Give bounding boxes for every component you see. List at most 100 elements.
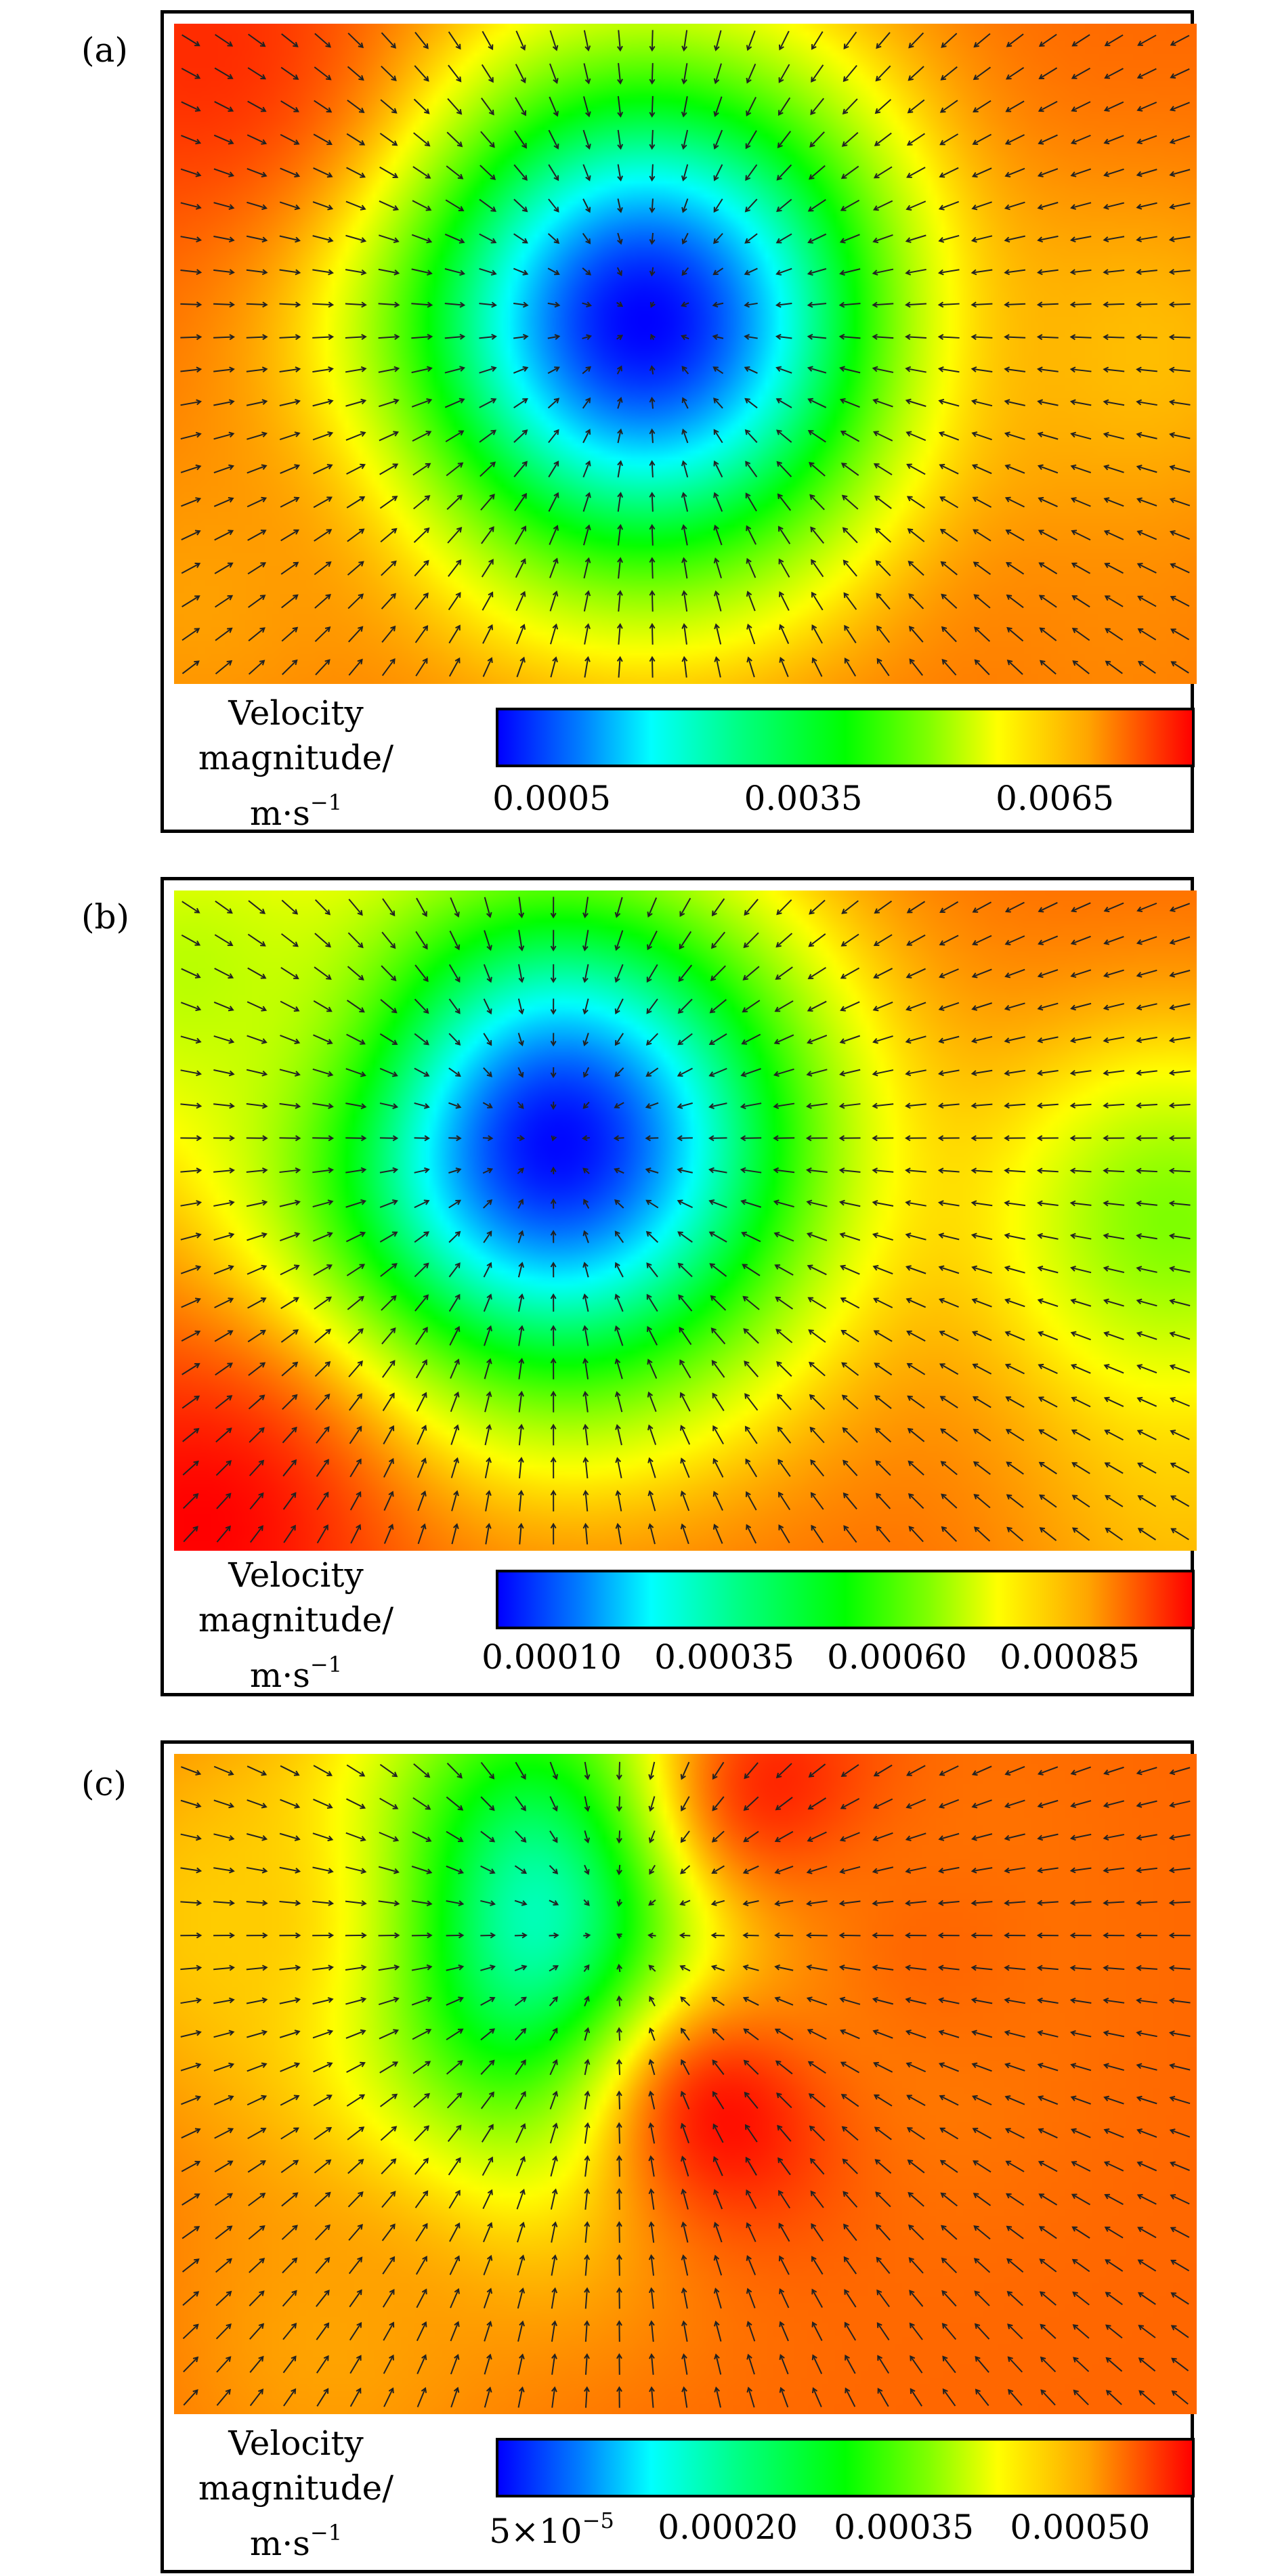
velocity-arrow — [280, 1000, 299, 1012]
velocity-arrow-head — [293, 496, 300, 502]
velocity-arrow-head — [326, 464, 333, 470]
velocity-arrow-head — [875, 560, 881, 566]
velocity-arrow — [349, 2322, 362, 2341]
velocity-arrow — [1040, 2258, 1057, 2273]
velocity-arrow-head — [1071, 1396, 1078, 1402]
velocity-arrow — [843, 560, 857, 577]
velocity-arrow-head — [645, 1102, 652, 1109]
velocity-arrow-head — [807, 2061, 814, 2067]
velocity-arrow — [907, 167, 926, 178]
velocity-arrow — [517, 2255, 524, 2276]
velocity-arrow-head — [1069, 301, 1076, 308]
velocity-arrow-head — [357, 909, 363, 916]
velocity-arrow — [972, 1103, 993, 1107]
velocity-arrow-head — [423, 625, 429, 631]
velocity-arrow — [448, 2190, 461, 2209]
velocity-arrow — [840, 1233, 861, 1241]
velocity-arrow — [875, 2191, 891, 2208]
velocity-arrow-head — [261, 204, 268, 211]
velocity-arrow-head — [261, 2030, 268, 2036]
velocity-arrow — [712, 1899, 725, 1905]
velocity-arrow-head — [876, 1525, 882, 1532]
velocity-arrow-head — [970, 301, 977, 308]
velocity-arrow-head — [389, 910, 396, 917]
velocity-arrow — [939, 1799, 960, 1808]
velocity-arrow-head — [229, 1167, 235, 1174]
velocity-arrow-head — [1105, 660, 1111, 666]
velocity-arrow — [280, 167, 299, 177]
velocity-arrow-head — [742, 1900, 749, 1906]
velocity-arrow — [247, 1035, 267, 1044]
velocity-arrow-head — [778, 77, 784, 83]
velocity-arrow-head — [552, 623, 559, 630]
velocity-arrow-head — [1069, 1932, 1076, 1939]
velocity-arrow — [874, 2126, 892, 2141]
velocity-arrow-head — [582, 945, 589, 951]
velocity-arrow-head — [584, 2155, 591, 2162]
velocity-arrow — [416, 1392, 427, 1412]
velocity-arrow-head — [1170, 595, 1176, 601]
velocity-arrow-head — [1004, 1932, 1010, 1939]
velocity-arrow — [1138, 1495, 1157, 1507]
colorbar-tick-label: 5×10−5 — [489, 2508, 614, 2551]
velocity-arrow — [479, 165, 496, 180]
velocity-arrow — [842, 98, 858, 114]
velocity-arrow — [678, 964, 693, 982]
velocity-arrow-head — [227, 908, 233, 914]
velocity-arrow-head — [905, 301, 911, 308]
velocity-arrow — [378, 1998, 399, 2005]
velocity-arrow-head — [1069, 1102, 1076, 1109]
velocity-arrow-head — [1137, 595, 1143, 601]
velocity-arrow-head — [392, 173, 399, 179]
velocity-arrow-head — [553, 238, 560, 244]
velocity-arrow-head — [773, 1232, 780, 1238]
velocity-arrow-head — [970, 1932, 977, 1939]
velocity-arrow-head — [584, 2090, 591, 2097]
velocity-arrow — [518, 897, 523, 918]
velocity-arrow-head — [584, 1900, 590, 1906]
velocity-arrow — [1137, 465, 1157, 473]
velocity-arrow-head — [521, 1996, 527, 2002]
velocity-arrow — [279, 269, 300, 274]
velocity-arrow — [1171, 2260, 1190, 2272]
velocity-arrow — [279, 1169, 300, 1174]
velocity-arrow-head — [389, 2256, 396, 2262]
velocity-arrow-head — [356, 2289, 362, 2296]
velocity-arrow — [908, 1396, 925, 1409]
velocity-arrow-head — [229, 334, 235, 341]
velocity-arrow-head — [490, 270, 497, 276]
velocity-arrow-head — [741, 1039, 748, 1045]
velocity-arrow — [650, 2288, 654, 2309]
velocity-arrow-head — [775, 1296, 781, 1302]
velocity-arrow — [1170, 1397, 1190, 1407]
velocity-arrow — [713, 1491, 723, 1511]
velocity-arrow-head — [392, 1167, 399, 1174]
velocity-arrow-head — [582, 1103, 589, 1109]
velocity-arrow-head — [458, 1900, 465, 1907]
velocity-arrow — [483, 998, 492, 1014]
velocity-arrow — [246, 1998, 267, 2004]
velocity-arrow-head — [424, 1167, 430, 1174]
velocity-arrow-head — [292, 626, 299, 632]
velocity-arrow-head — [326, 1803, 333, 1809]
velocity-arrow-head — [423, 2125, 430, 2131]
velocity-arrow — [682, 2223, 689, 2243]
velocity-arrow-head — [905, 1070, 912, 1077]
velocity-arrow-head — [907, 2159, 914, 2166]
velocity-arrow — [1071, 2096, 1091, 2105]
velocity-arrow — [680, 1965, 691, 1972]
velocity-arrow-head — [522, 398, 528, 404]
velocity-arrow — [279, 303, 300, 306]
velocity-arrow — [348, 1360, 363, 1377]
velocity-arrow — [415, 2223, 428, 2242]
velocity-arrow-head — [584, 590, 591, 597]
velocity-arrow-head — [550, 1104, 557, 1110]
velocity-arrow-head — [454, 1262, 461, 1268]
velocity-arrow-head — [294, 431, 301, 437]
velocity-arrow — [517, 1067, 524, 1077]
velocity-arrow-head — [872, 1899, 878, 1906]
velocity-arrow — [1038, 902, 1058, 912]
velocity-arrow — [1170, 1867, 1191, 1872]
velocity-arrow-head — [806, 1071, 813, 1077]
velocity-arrow — [808, 1797, 827, 1809]
